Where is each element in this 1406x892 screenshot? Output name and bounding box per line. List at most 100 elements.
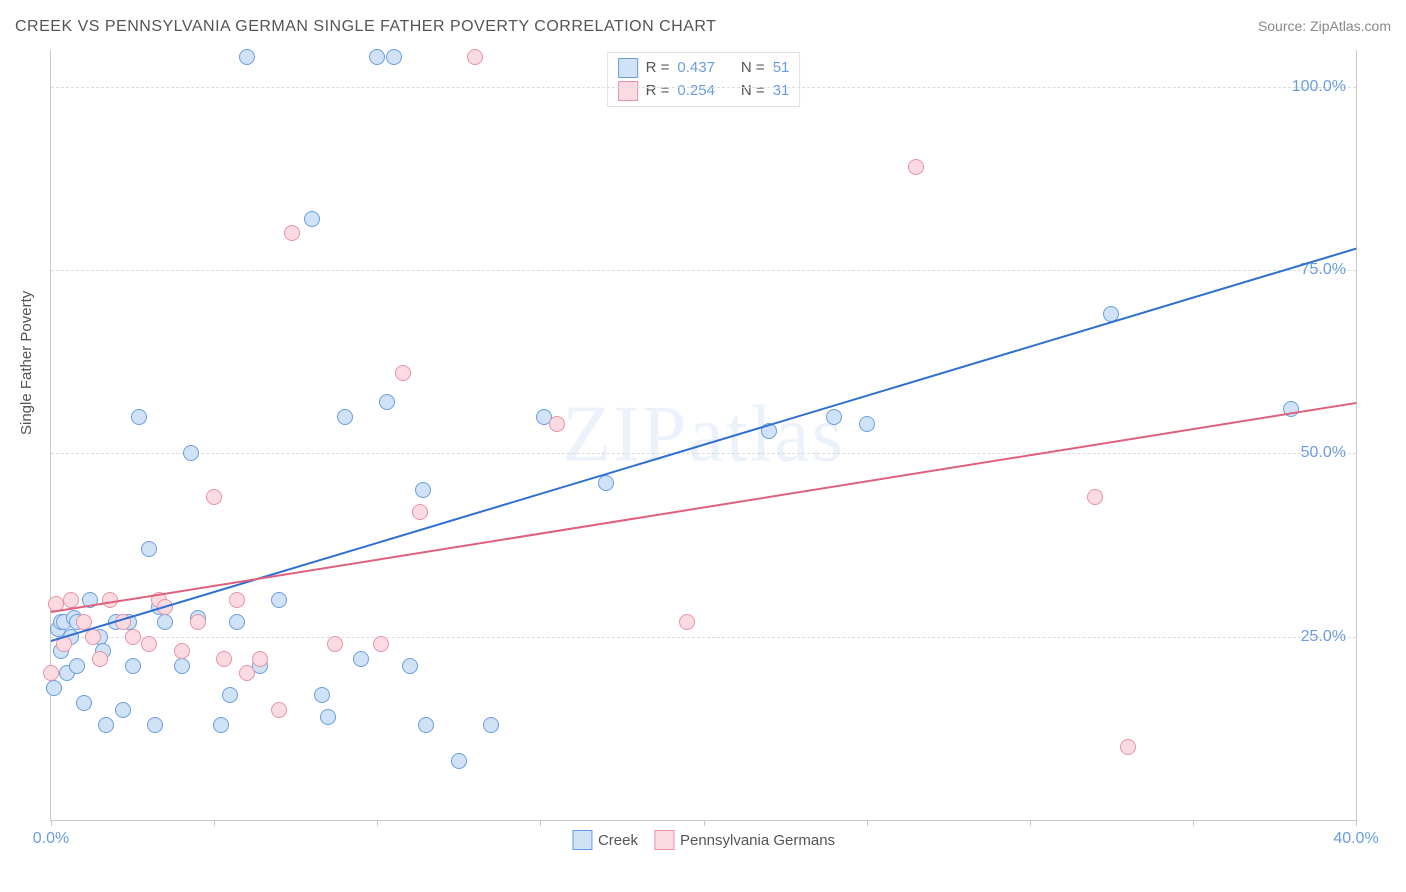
legend-n-value: 31 [773, 80, 790, 103]
data-point [92, 651, 108, 667]
data-point [1120, 739, 1136, 755]
legend-r-value: 0.254 [677, 80, 715, 103]
data-point [229, 592, 245, 608]
data-point [252, 651, 268, 667]
x-tick-mark [704, 820, 705, 826]
data-point [395, 365, 411, 381]
chart-title: CREEK VS PENNSYLVANIA GERMAN SINGLE FATH… [15, 18, 716, 36]
legend-r-value: 0.437 [677, 57, 715, 80]
y-tick-label: 50.0% [1301, 444, 1346, 462]
data-point [239, 49, 255, 65]
data-point [304, 211, 320, 227]
data-point [549, 416, 565, 432]
data-point [271, 592, 287, 608]
x-tick-mark [1356, 820, 1357, 826]
data-point [415, 482, 431, 498]
data-point [98, 717, 114, 733]
y-tick-label: 100.0% [1292, 78, 1346, 96]
gridline [51, 270, 1356, 271]
data-point [598, 475, 614, 491]
data-point [46, 680, 62, 696]
gridline [51, 453, 1356, 454]
data-point [85, 629, 101, 645]
x-tick-label: 0.0% [33, 830, 69, 848]
trend-line [51, 248, 1357, 642]
data-point [157, 614, 173, 630]
data-point [147, 717, 163, 733]
legend-swatch [618, 81, 638, 101]
data-point [284, 225, 300, 241]
legend-n-label: N = [741, 57, 765, 80]
data-point [353, 651, 369, 667]
legend-swatch [654, 830, 674, 850]
data-point [69, 658, 85, 674]
legend-r-label: R = [646, 57, 670, 80]
data-point [43, 665, 59, 681]
data-point [859, 416, 875, 432]
data-point [271, 702, 287, 718]
data-point [327, 636, 343, 652]
data-point [320, 709, 336, 725]
x-tick-mark [867, 820, 868, 826]
data-point [115, 702, 131, 718]
data-point [314, 687, 330, 703]
data-point [1087, 489, 1103, 505]
x-tick-mark [1030, 820, 1031, 826]
legend-n-label: N = [741, 80, 765, 103]
legend-item: Creek [572, 830, 638, 850]
data-point [131, 409, 147, 425]
x-tick-mark [540, 820, 541, 826]
legend-swatch [572, 830, 592, 850]
data-point [190, 614, 206, 630]
x-tick-mark [214, 820, 215, 826]
data-point [229, 614, 245, 630]
data-point [418, 717, 434, 733]
data-point [183, 445, 199, 461]
data-point [216, 651, 232, 667]
data-point [379, 394, 395, 410]
data-point [125, 629, 141, 645]
data-point [402, 658, 418, 674]
data-point [213, 717, 229, 733]
data-point [451, 753, 467, 769]
data-point [76, 695, 92, 711]
data-point [141, 636, 157, 652]
data-point [206, 489, 222, 505]
legend-label: Pennsylvania Germans [680, 832, 835, 849]
x-tick-label: 40.0% [1333, 830, 1378, 848]
legend-stat-row: R = 0.437 N = 51 [618, 57, 790, 80]
legend-item: Pennsylvania Germans [654, 830, 835, 850]
plot-area: ZIPatlas R =0.437N =51R =0.254N =31 Cree… [50, 50, 1357, 821]
data-point [386, 49, 402, 65]
data-point [141, 541, 157, 557]
y-axis-label: Single Father Poverty [18, 291, 35, 435]
data-point [125, 658, 141, 674]
legend-stats: R = 0.437 N = 51 R = 0.254 N = 31 [607, 52, 801, 107]
data-point [412, 504, 428, 520]
data-point [908, 159, 924, 175]
data-point [679, 614, 695, 630]
x-tick-mark [1193, 820, 1194, 826]
gridline [51, 87, 1356, 88]
data-point [467, 49, 483, 65]
legend-stat-row: R = 0.254 N = 31 [618, 80, 790, 103]
data-point [174, 658, 190, 674]
legend-r-label: R = [646, 80, 670, 103]
data-point [373, 636, 389, 652]
legend-swatch [618, 58, 638, 78]
legend-n-value: 51 [773, 57, 790, 80]
y-tick-label: 25.0% [1301, 628, 1346, 646]
watermark: ZIPatlas [562, 390, 845, 481]
legend-series: Creek Pennsylvania Germans [572, 830, 835, 850]
data-point [174, 643, 190, 659]
data-point [826, 409, 842, 425]
data-point [63, 592, 79, 608]
gridline [51, 637, 1356, 638]
x-tick-mark [51, 820, 52, 826]
source-label: Source: ZipAtlas.com [1258, 18, 1391, 34]
legend-label: Creek [598, 832, 638, 849]
data-point [483, 717, 499, 733]
data-point [222, 687, 238, 703]
data-point [369, 49, 385, 65]
data-point [239, 665, 255, 681]
